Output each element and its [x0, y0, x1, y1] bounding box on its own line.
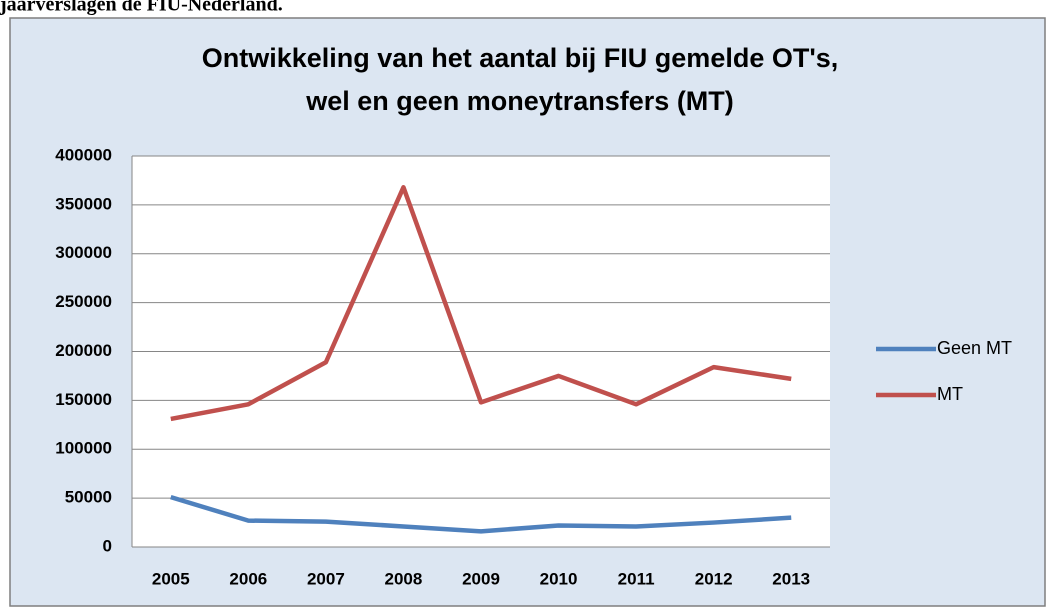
- y-tick-label: 400000: [55, 145, 112, 164]
- series-line: [170, 185, 792, 422]
- y-tick-label: 150000: [55, 390, 112, 409]
- chart-title: Ontwikkeling van het aantal bij FIU geme…: [202, 43, 839, 73]
- x-tick-label: 2009: [462, 569, 500, 588]
- y-tick-label: 100000: [55, 439, 112, 458]
- legend-label: MT: [937, 384, 963, 404]
- x-tick-label: 2012: [695, 569, 733, 588]
- series-line: [170, 494, 792, 534]
- y-tick-label: 300000: [55, 243, 112, 262]
- x-tick-label: 2008: [385, 569, 423, 588]
- caption: jaarverslagen de FIU-Nederland.: [0, 0, 283, 16]
- y-tick-label: 250000: [55, 292, 112, 311]
- x-tick-label: 2013: [772, 569, 810, 588]
- legend-label: Geen MT: [937, 338, 1012, 358]
- y-tick-label: 350000: [55, 194, 112, 213]
- x-tick-label: 2006: [229, 569, 267, 588]
- x-tick-label: 2011: [618, 569, 655, 588]
- x-tick-label: 2007: [307, 569, 345, 588]
- x-tick-label: 2010: [540, 569, 578, 588]
- y-tick-label: 50000: [65, 488, 112, 507]
- y-tick-label: 0: [103, 536, 112, 555]
- y-tick-label: 200000: [55, 341, 112, 360]
- x-tick-label: 2005: [152, 569, 190, 588]
- chart-title: wel en geen moneytransfers (MT): [305, 86, 734, 116]
